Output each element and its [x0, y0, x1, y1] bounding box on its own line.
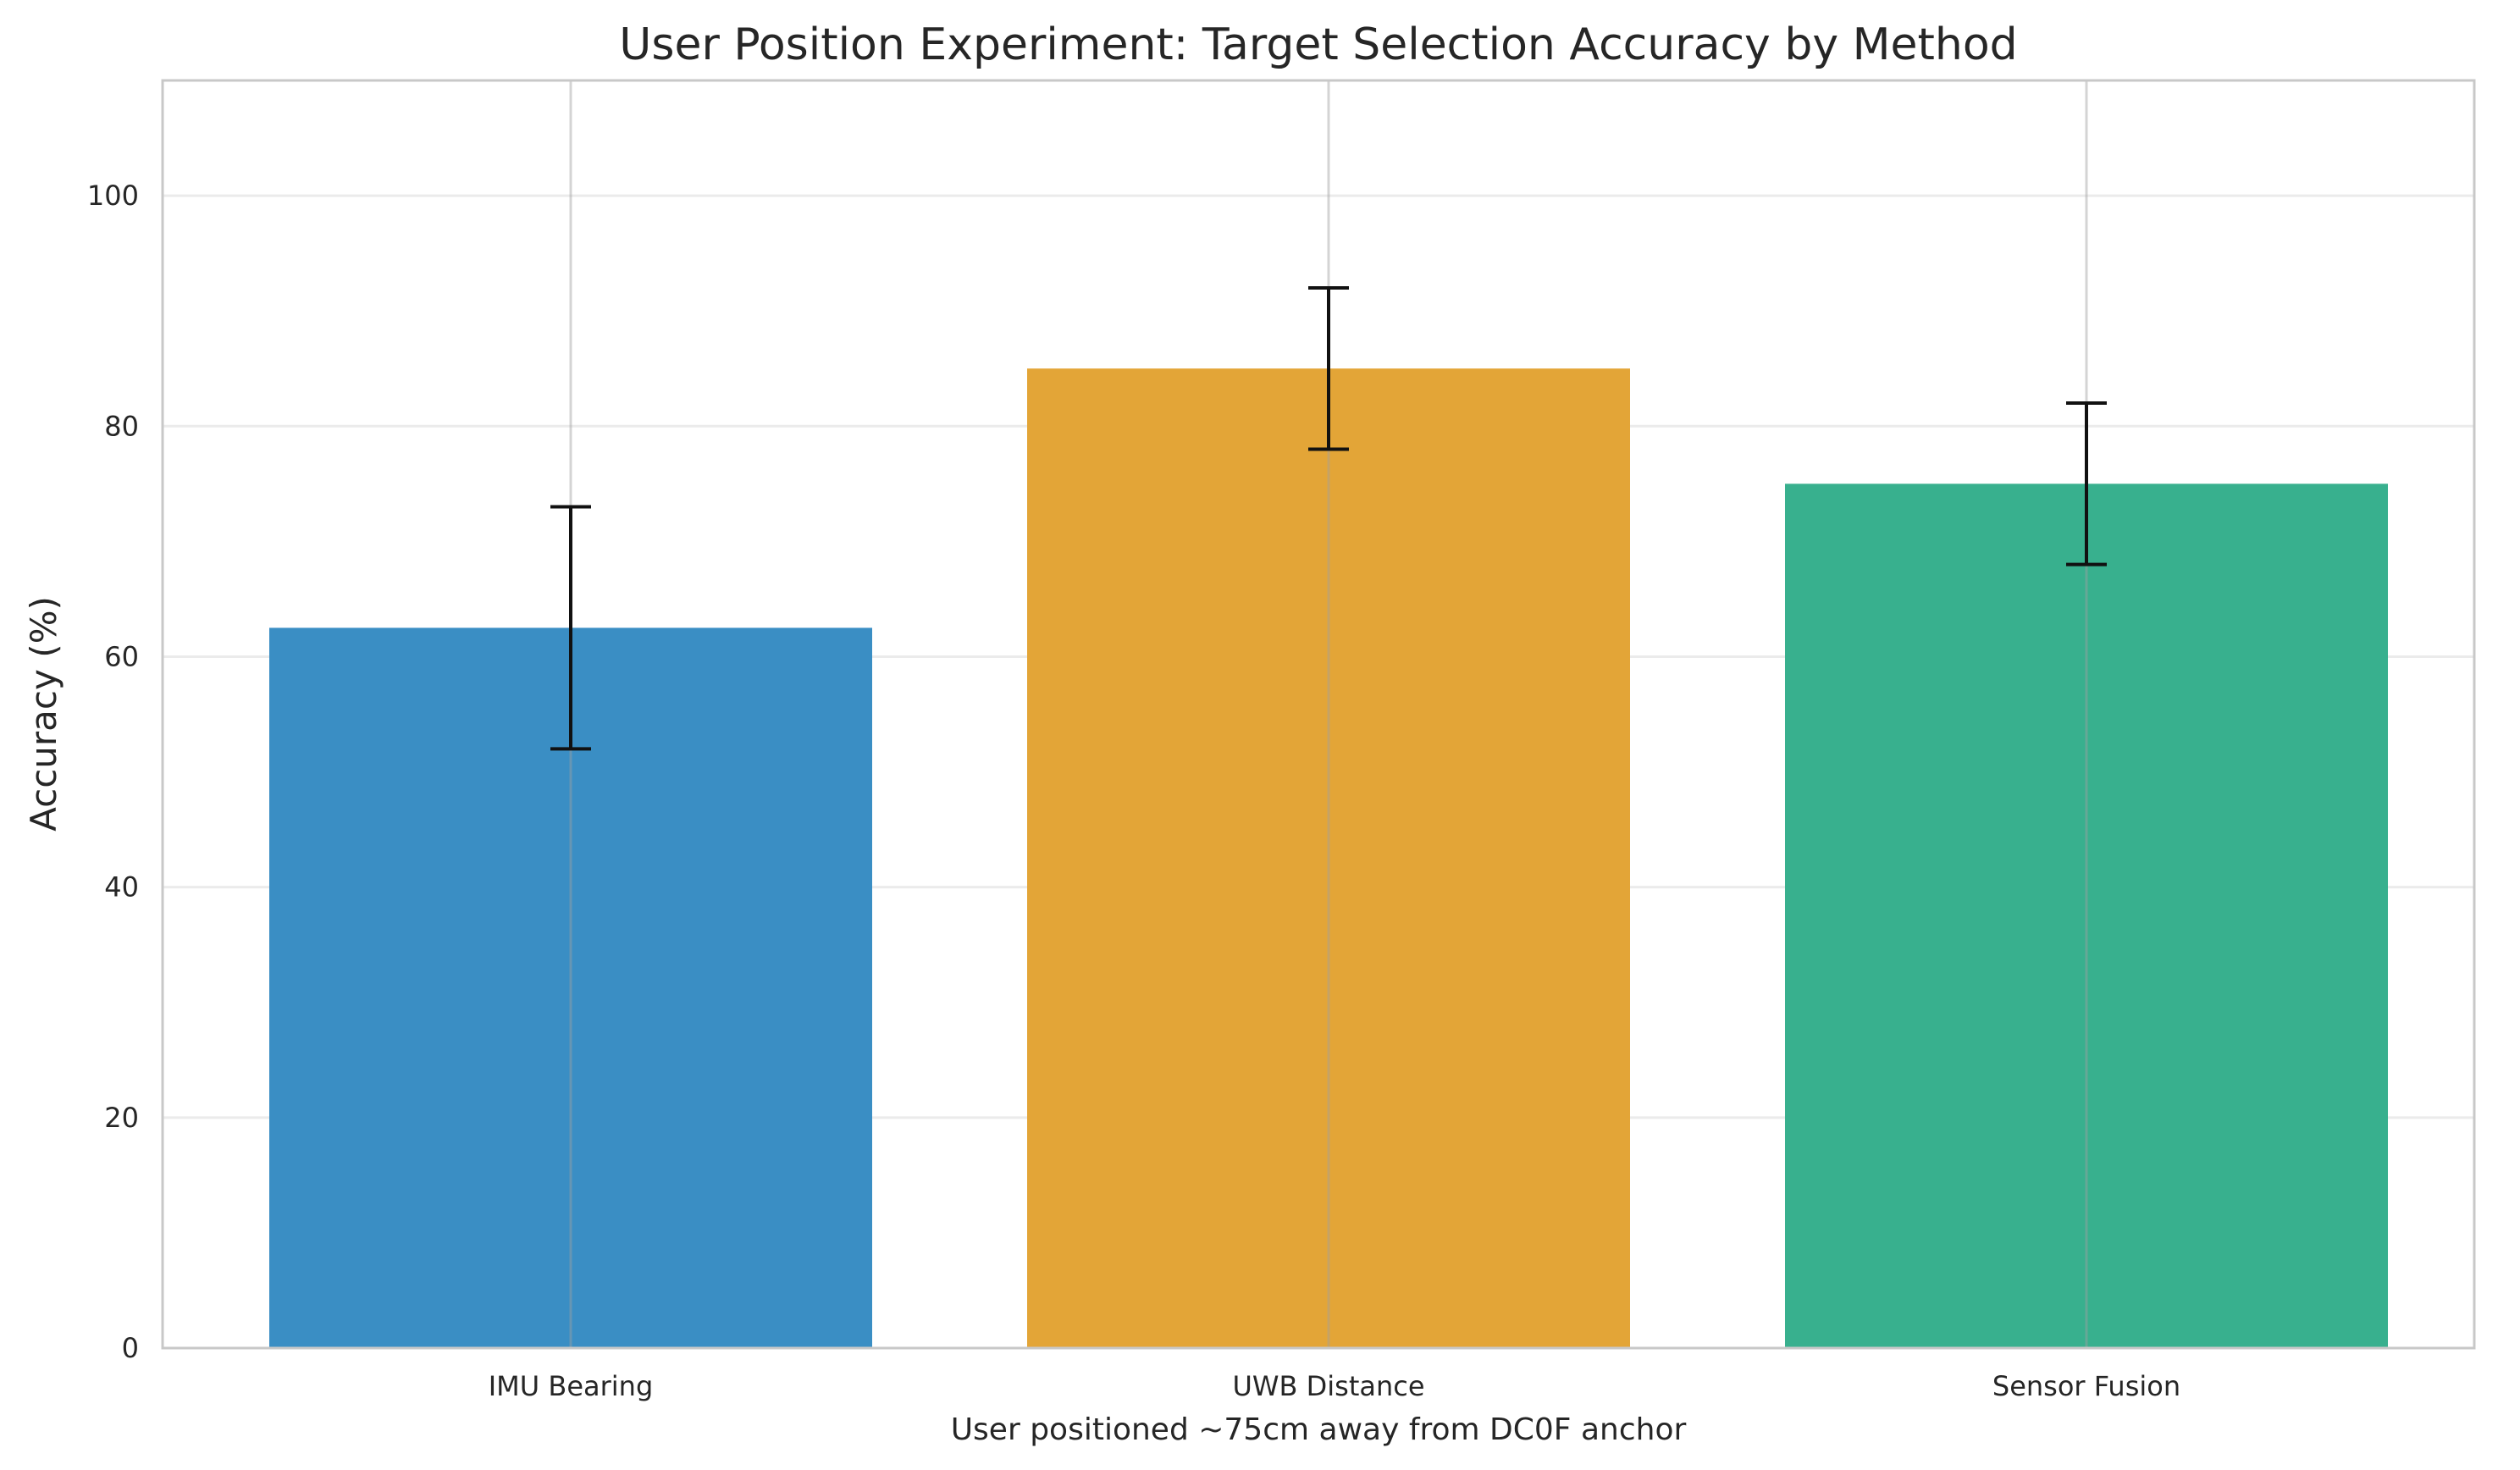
- y-tick-label: 100: [87, 180, 139, 212]
- y-tick-label: 60: [104, 640, 139, 672]
- x-tick-label: Sensor Fusion: [1992, 1370, 2180, 1402]
- y-tick-label: 80: [104, 410, 139, 442]
- y-axis-label: Accuracy (%): [23, 596, 64, 832]
- x-tick-labels: IMU Bearing UWB Distance Sensor Fusion: [489, 1370, 2180, 1402]
- bar: [1027, 368, 1630, 1348]
- x-tick-label: IMU Bearing: [489, 1370, 654, 1402]
- x-axis-label: User positioned ~75cm away from DC0F anc…: [951, 1412, 1687, 1447]
- chart-title: User Position Experiment: Target Selecti…: [619, 19, 2017, 70]
- error-bar-layer: [550, 285, 2107, 751]
- bars-layer: [269, 368, 2388, 1348]
- bar: [1785, 484, 2388, 1348]
- y-tick-label: 40: [104, 871, 139, 904]
- plot-frame: [161, 79, 2476, 1350]
- y-tick-label: 0: [122, 1332, 139, 1364]
- y-tick-labels: 0 20 40 60 80 100: [87, 180, 139, 1364]
- y-tick-label: 20: [104, 1102, 139, 1134]
- x-tick-label: UWB Distance: [1232, 1370, 1424, 1402]
